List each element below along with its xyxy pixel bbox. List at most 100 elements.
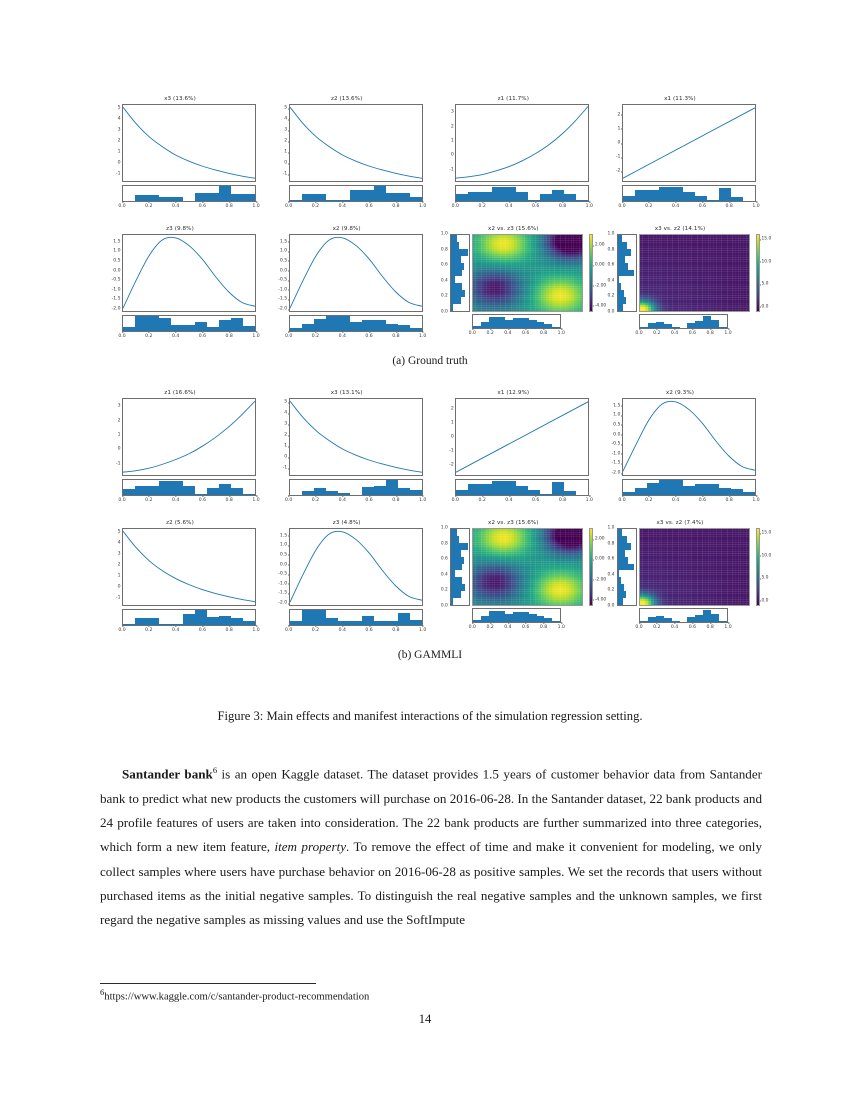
histogram-bar bbox=[695, 614, 704, 622]
histogram-bar bbox=[617, 276, 620, 284]
marginal-histogram-x bbox=[638, 608, 728, 623]
y-axis-tick: -1 bbox=[115, 595, 123, 601]
paragraph-body-rest: . To remove the effect of time and make … bbox=[100, 839, 762, 928]
histogram-bar bbox=[349, 190, 362, 201]
y-axis-tick: 2 bbox=[117, 562, 123, 568]
x-axis-tick: 0.4 bbox=[670, 622, 679, 630]
histogram-bar bbox=[451, 584, 465, 592]
colorbar-tick: 0.0 bbox=[759, 304, 769, 310]
x-axis-tick: 0.0 bbox=[618, 201, 626, 209]
x-axis-tick: 0.4 bbox=[670, 328, 679, 336]
y-axis-tick: 3 bbox=[284, 421, 290, 427]
histogram-bar bbox=[207, 488, 219, 495]
chart-panel: x1 (11.3%) 2 1 0 -1 -2 0.0 0.2 0.4 0.6 0.8 1.0 bbox=[600, 95, 760, 211]
histogram-bar bbox=[171, 196, 183, 201]
histogram-bar bbox=[718, 487, 731, 495]
histogram-bar bbox=[504, 480, 517, 495]
histogram-bar bbox=[231, 194, 243, 201]
y-axis-tick: -1.5 bbox=[278, 296, 290, 302]
main-axes: 3 2 1 0 -1 bbox=[449, 104, 590, 182]
y-axis-tick: 2 bbox=[450, 124, 457, 129]
histogram-bar bbox=[617, 542, 631, 550]
chart-panel: z1 (16.6%) 3 2 1 0 -1 0.0 0.2 0.4 0.6 0.8 1.0 bbox=[100, 389, 260, 505]
x-axis-tick: 0.6 bbox=[365, 625, 373, 633]
x-axis-tick: 0.4 bbox=[171, 625, 180, 633]
x-axis-tick: 0.6 bbox=[198, 331, 207, 339]
y-axis-ticks: 1.0 0.8 0.6 0.4 0.2 0.0 bbox=[433, 232, 450, 315]
histogram-bar bbox=[231, 617, 243, 625]
colorbar-tick: 0.0 bbox=[759, 598, 769, 604]
y-axis-tick: 0.8 bbox=[440, 541, 448, 547]
y-axis-tick: 3 bbox=[450, 109, 457, 115]
histogram-bar bbox=[159, 480, 171, 495]
histogram-bar bbox=[123, 489, 135, 495]
histogram-bar bbox=[183, 486, 195, 495]
y-axis-tick: -1 bbox=[615, 154, 623, 160]
marginal-histogram bbox=[288, 315, 423, 332]
y-axis-tick: 3 bbox=[117, 551, 123, 557]
histogram-bar bbox=[670, 480, 683, 495]
x-axis-tick: 0.4 bbox=[338, 625, 346, 633]
x-axis-tick: 0.4 bbox=[504, 328, 512, 336]
x-axis-tick: 0.8 bbox=[392, 201, 400, 209]
y-axis-tick: 0.6 bbox=[440, 556, 448, 562]
x-axis-ticks: 0.0 0.2 0.4 0.6 0.8 1.0 bbox=[452, 201, 593, 211]
histogram-bar bbox=[706, 484, 719, 495]
histogram-bar bbox=[373, 320, 386, 331]
histogram-bar bbox=[489, 610, 498, 622]
histogram-bar bbox=[451, 241, 460, 249]
histogram-bar bbox=[451, 235, 457, 242]
y-axis-tick: -1 bbox=[115, 461, 123, 467]
y-axis-tick: 0.0 bbox=[613, 432, 624, 438]
y-axis-tick: 4 bbox=[117, 540, 123, 546]
chart-title: z1 (16.6%) bbox=[164, 390, 196, 396]
chart-title: x3 (13.6%) bbox=[164, 96, 196, 102]
histogram-bar bbox=[617, 304, 624, 311]
histogram-bar bbox=[361, 320, 374, 331]
x-axis-tick: 0.0 bbox=[118, 625, 126, 633]
x-axis-tick: 0.6 bbox=[198, 625, 207, 633]
y-axis-tick: -1 bbox=[282, 465, 290, 471]
histogram-bar bbox=[361, 190, 374, 201]
colorbar-tick: -4.00 bbox=[592, 303, 607, 309]
y-axis-tick: 1 bbox=[617, 126, 623, 132]
x-axis-tick: 0.6 bbox=[688, 328, 697, 336]
y-axis-tick: 1 bbox=[450, 420, 457, 426]
y-axis-tick: 5 bbox=[117, 105, 123, 111]
y-axis-tick: -1.0 bbox=[278, 287, 290, 293]
histogram-bar bbox=[313, 488, 326, 495]
y-axis-tick: 1 bbox=[117, 573, 123, 579]
y-axis-tick: -2.0 bbox=[278, 306, 290, 312]
x-axis-tick: 0.0 bbox=[285, 495, 293, 503]
x-axis-tick: 0.0 bbox=[635, 622, 643, 630]
histogram-bar bbox=[373, 620, 386, 625]
chart-title: x2 vs. z3 (15.6%) bbox=[488, 520, 539, 526]
marginal-histogram bbox=[288, 609, 423, 626]
x-axis-tick: 0.2 bbox=[311, 495, 320, 503]
x-axis-tick: 0.4 bbox=[171, 331, 180, 339]
histogram-bar bbox=[159, 624, 171, 625]
histogram-bar bbox=[301, 324, 314, 331]
figure-caption: Figure 3: Main effects and manifest inte… bbox=[217, 709, 643, 723]
y-axis-tick: 1.5 bbox=[279, 533, 291, 539]
histogram-bar bbox=[313, 318, 326, 331]
footnote-separator bbox=[100, 983, 316, 984]
histogram-bar bbox=[243, 620, 255, 625]
page-number: 14 bbox=[418, 1012, 432, 1026]
histogram-bar bbox=[730, 489, 743, 495]
histogram-bar bbox=[159, 317, 171, 331]
x-axis-tick: 0.0 bbox=[118, 201, 126, 209]
histogram-bar bbox=[473, 620, 482, 622]
histogram-bar bbox=[617, 598, 624, 605]
subfigure-b-row-2: z2 (5.6%) 5 4 3 2 1 0 -1 0.0 0.2 0.4 0.6 0.8 1.0 z3 (… bbox=[100, 519, 771, 635]
chart-panel: x3 (13.6%) 5 4 3 2 1 0 -1 0.0 0.2 0.4 0.6 0.8 1.0 bbox=[100, 95, 260, 211]
y-axis-tick: 2 bbox=[450, 406, 457, 412]
histogram-bar bbox=[451, 529, 457, 536]
x-axis-tick: 0.4 bbox=[171, 495, 180, 503]
histogram-bar bbox=[695, 320, 704, 328]
x-axis-tick: 1.0 bbox=[419, 331, 427, 339]
histogram-bar bbox=[544, 618, 553, 622]
marginal-histogram-y bbox=[450, 234, 471, 312]
histogram-bar bbox=[639, 621, 648, 622]
